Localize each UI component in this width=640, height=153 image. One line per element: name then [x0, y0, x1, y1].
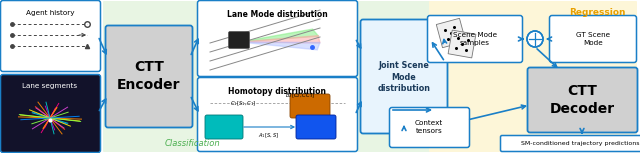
- Polygon shape: [240, 36, 320, 43]
- Text: Scene Mode
samples: Scene Mode samples: [453, 32, 497, 46]
- Text: Regression: Regression: [570, 8, 626, 17]
- FancyBboxPatch shape: [429, 1, 637, 152]
- Text: $B_2[C_2,CC_3]$: $B_2[C_2,CC_3]$: [285, 91, 315, 100]
- FancyBboxPatch shape: [198, 78, 358, 151]
- FancyBboxPatch shape: [205, 115, 243, 139]
- FancyBboxPatch shape: [1, 0, 100, 71]
- FancyBboxPatch shape: [228, 32, 250, 49]
- Polygon shape: [240, 29, 319, 42]
- Text: CTT
Decoder: CTT Decoder: [549, 84, 614, 116]
- FancyBboxPatch shape: [390, 108, 470, 147]
- FancyBboxPatch shape: [1, 75, 100, 153]
- Polygon shape: [448, 30, 476, 58]
- Text: Classification: Classification: [164, 139, 220, 148]
- Text: $C_1[S_1,C_1]$: $C_1[S_1,C_1]$: [230, 99, 257, 108]
- Text: $A_1[S,S]$: $A_1[S,S]$: [259, 131, 280, 140]
- Circle shape: [527, 31, 543, 47]
- Text: Context
tensors: Context tensors: [415, 120, 443, 134]
- FancyBboxPatch shape: [296, 115, 336, 139]
- Text: Homotopy distribution: Homotopy distribution: [228, 87, 326, 96]
- FancyBboxPatch shape: [290, 94, 330, 118]
- FancyBboxPatch shape: [103, 1, 463, 152]
- FancyBboxPatch shape: [527, 67, 637, 132]
- Text: Joint Scene
Mode
distribution: Joint Scene Mode distribution: [378, 61, 431, 93]
- FancyBboxPatch shape: [550, 15, 637, 62]
- Text: CTT
Encoder: CTT Encoder: [117, 60, 180, 92]
- Polygon shape: [436, 18, 466, 48]
- FancyBboxPatch shape: [500, 136, 640, 151]
- Text: Lane segments: Lane segments: [22, 83, 77, 89]
- Text: SM-conditioned trajectory predictions: SM-conditioned trajectory predictions: [521, 140, 639, 146]
- Text: Lane Mode distribution: Lane Mode distribution: [227, 10, 328, 19]
- FancyBboxPatch shape: [106, 26, 193, 127]
- Polygon shape: [240, 42, 320, 50]
- FancyBboxPatch shape: [428, 15, 522, 62]
- FancyBboxPatch shape: [198, 0, 358, 76]
- FancyBboxPatch shape: [360, 19, 447, 134]
- Text: Agent history: Agent history: [26, 10, 74, 16]
- Text: GT Scene
Mode: GT Scene Mode: [576, 32, 610, 46]
